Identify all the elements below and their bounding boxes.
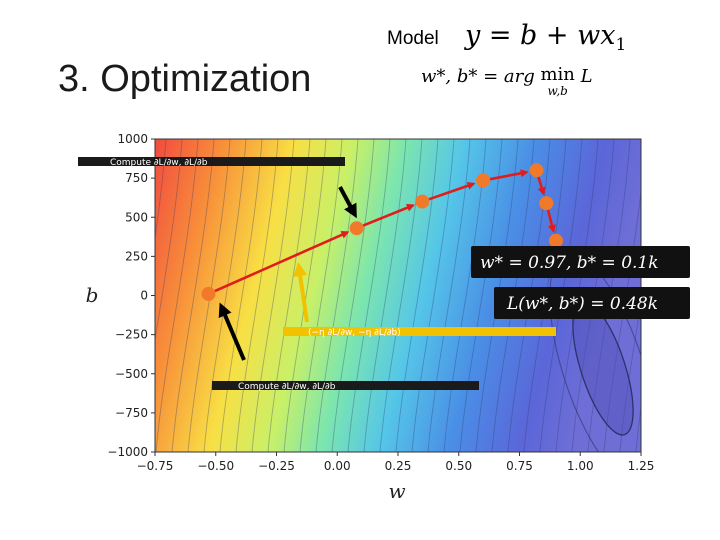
objective-symbol: L [580,66,593,87]
path-point [349,221,364,236]
x-tick-label: 0.50 [445,459,472,473]
annotation-bar-update: (−η ∂L/∂w, −η ∂L/∂b) [283,327,556,338]
contour-line [411,139,455,452]
x-axis-ticks: −0.75 −0.50 −0.25 0.00 0.25 0.50 0.75 1.00 1.25 [137,452,655,473]
model-equation-main: y = b + wx [465,20,616,51]
contour-line [0,139,22,452]
min-operator: min w,b [540,64,574,97]
contour-line [315,139,359,452]
contour-line [267,139,311,452]
path-step-arrow [428,181,476,201]
annotation-text: Compute ∂L/∂w, ∂L/∂b [110,158,208,168]
annotation-bar-bottom: Compute ∂L/∂w, ∂L/∂b [212,381,479,392]
update-arrow [293,262,309,323]
contour-line [395,139,439,452]
loss-text: L(w*, b*) = 0.48k [506,294,658,314]
contour-line [187,139,231,452]
annotation-text: (−η ∂L/∂w, −η ∂L/∂b) [308,328,401,338]
contour-line [251,139,295,452]
min-subscript: w,b [547,84,568,98]
path-point [529,163,544,178]
annotation-bar-background [212,381,479,390]
path-step-arrow [214,231,350,293]
slide-title: 3. Optimization [58,58,312,100]
x-tick-label: −0.25 [258,459,295,473]
x-axis-label: w [388,479,405,503]
contour-line [347,139,391,452]
contour-line [363,139,407,452]
x-tick-label: −0.50 [197,459,234,473]
y-tick-label: −750 [115,406,148,420]
optimization-path-points [201,163,563,301]
loss-box-background [494,287,690,319]
y-tick-label: 1000 [117,132,148,146]
contour-line [0,139,38,452]
contour-line [0,139,6,452]
contour-line [700,139,720,452]
contour-line [619,299,641,452]
contour-line [12,139,54,452]
y-axis-label: b [86,283,99,307]
y-tick-label: 0 [140,289,148,303]
contour-line [716,139,720,452]
path-step-arrow [362,203,415,227]
contour-line [235,139,279,452]
result-text: w* = 0.97, b* = 0.1k [480,253,659,273]
x-tick-label: 0.25 [385,459,412,473]
contour-line [155,139,183,343]
model-equation-subscript: 1 [615,35,627,55]
contour-line [379,139,423,452]
path-step-arrow [537,176,546,196]
path-point [415,194,430,209]
path-point [476,173,491,188]
contour-line [155,139,167,241]
path-step-arrow [546,209,556,233]
annotation-bar-background [78,157,345,166]
y-tick-label: −250 [115,328,148,342]
x-tick-label: −0.75 [137,459,174,473]
start-point [201,286,216,301]
pointer-arrow-top [338,186,357,219]
contour-line [459,139,503,452]
y-tick-label: −1000 [107,445,148,459]
contour-line [427,139,471,452]
contour-line [331,139,375,452]
optimization-equation: w*, b* = arg min w,b L [421,64,593,99]
annotation-bar-top: Compute ∂L/∂w, ∂L/∂b [78,157,345,168]
x-tick-label: 0.00 [324,459,351,473]
contour-line [28,139,70,452]
contour-line [171,139,215,452]
path-point [539,196,554,211]
optimization-path-arrows [214,169,556,293]
contour-line [155,139,199,452]
path-point [548,233,563,248]
x-tick-label: 1.00 [567,459,594,473]
contour-line [44,139,86,452]
y-tick-label: 500 [125,210,148,224]
result-box: w* = 0.97, b* = 0.1k [471,246,690,278]
model-label: Model [387,28,439,49]
contour-line [299,139,343,452]
x-tick-label: 0.75 [506,459,533,473]
annotation-text: Compute ∂L/∂w, ∂L/∂b [238,382,336,392]
y-tick-label: −500 [115,367,148,381]
y-tick-label: 250 [125,249,148,263]
y-axis-ticks: 1000 750 500 250 0 −250 −500 −750 −1000 [107,132,155,459]
pointer-arrow-bottom [218,302,246,361]
y-tick-label: 750 [125,171,148,185]
contour-line [635,403,641,452]
result-box-background [471,246,690,278]
x-tick-label: 1.25 [628,459,655,473]
contour-line [219,139,263,452]
annotation-bar-background [283,327,556,336]
min-label: min [540,64,575,85]
model-equation: y = b + wx1 [465,20,626,55]
path-step-arrow [489,169,529,181]
optimization-lhs: w*, b* = arg [421,66,541,87]
loss-box: L(w*, b*) = 0.48k [494,287,690,319]
